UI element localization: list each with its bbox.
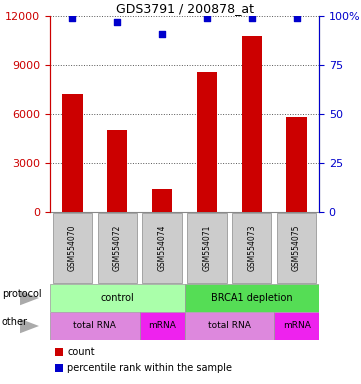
Point [249,15,255,21]
Bar [287,117,307,212]
Text: GSM554074: GSM554074 [158,225,166,271]
Text: total RNA: total RNA [208,321,251,331]
Bar [50,312,140,340]
FancyBboxPatch shape [142,213,182,283]
Bar [50,284,184,312]
Bar [274,312,319,340]
Text: GSM554072: GSM554072 [113,225,122,271]
Polygon shape [20,319,39,333]
Point [114,19,120,25]
Bar [152,189,172,212]
Bar [197,71,217,212]
Bar [140,312,184,340]
FancyBboxPatch shape [97,213,137,283]
Text: GSM554073: GSM554073 [247,225,256,271]
Bar [184,284,319,312]
Title: GDS3791 / 200878_at: GDS3791 / 200878_at [116,2,253,15]
FancyBboxPatch shape [232,213,271,283]
Text: mRNA: mRNA [283,321,310,331]
Text: GSM554075: GSM554075 [292,225,301,271]
Bar [107,130,127,212]
Point [159,31,165,37]
Text: BRCA1 depletion: BRCA1 depletion [211,293,292,303]
Polygon shape [20,291,39,305]
Bar [62,94,83,212]
Text: control: control [100,293,134,303]
Text: GSM554071: GSM554071 [203,225,212,271]
Bar [242,36,262,212]
Bar [184,312,274,340]
Point [204,15,210,21]
FancyBboxPatch shape [277,213,316,283]
FancyBboxPatch shape [187,213,227,283]
Bar [55,364,63,372]
FancyBboxPatch shape [53,213,92,283]
Text: GSM554070: GSM554070 [68,225,77,271]
Text: protocol: protocol [2,289,42,299]
Text: total RNA: total RNA [73,321,116,331]
Text: count: count [67,347,95,357]
Text: percentile rank within the sample: percentile rank within the sample [67,363,232,373]
Point [70,15,75,21]
Text: other: other [2,317,28,327]
Text: mRNA: mRNA [148,321,176,331]
Bar [55,348,63,356]
Point [294,15,300,21]
